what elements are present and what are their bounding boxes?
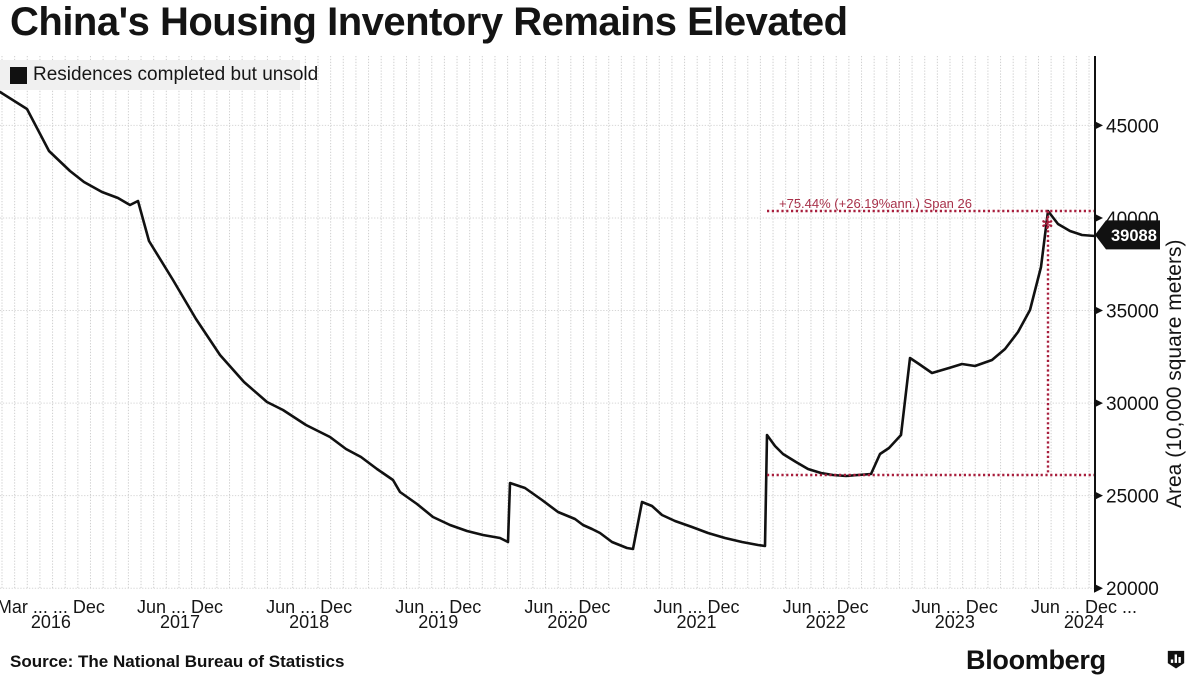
- svg-text:+75.44% (+26.19%ann.) Span 26: +75.44% (+26.19%ann.) Span 26: [779, 196, 972, 211]
- svg-text:25000: 25000: [1106, 487, 1159, 508]
- svg-text:39088: 39088: [1111, 227, 1157, 245]
- svg-text:✻: ✻: [1041, 216, 1054, 233]
- svg-text:35000: 35000: [1106, 302, 1159, 323]
- svg-text:45000: 45000: [1106, 116, 1159, 137]
- svg-text:30000: 30000: [1106, 394, 1159, 415]
